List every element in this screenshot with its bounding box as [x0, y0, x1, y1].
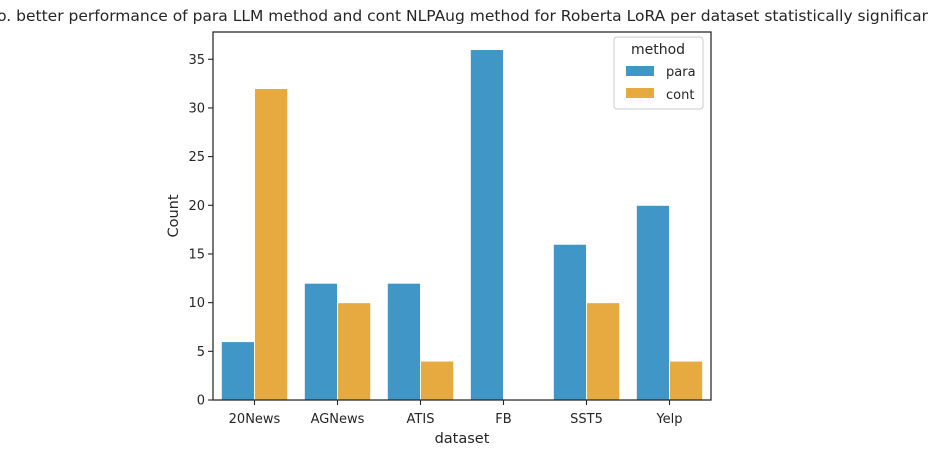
- legend-label-para: para: [666, 65, 696, 80]
- x-axis-label: dataset: [435, 431, 490, 447]
- y-tick-label: 20: [188, 199, 205, 214]
- y-tick-label: 15: [188, 247, 205, 262]
- bar-cont-agnews: [337, 302, 372, 401]
- legend: method para cont: [613, 36, 704, 110]
- y-tick-label: 30: [188, 101, 205, 116]
- bar-cont-20news: [254, 87, 289, 401]
- x-tick-label: 20News: [229, 412, 281, 427]
- legend-swatch-para: [626, 66, 654, 76]
- bar-cont-atis: [420, 360, 455, 401]
- bar-para-fb: [469, 49, 504, 401]
- bar-para-atis: [386, 282, 421, 401]
- bars-layer: [220, 49, 704, 401]
- x-tick-label: Yelp: [655, 412, 682, 427]
- x-tick-label: SST5: [570, 412, 603, 427]
- y-axis: 0 5 10 15 20 25 30 35: [188, 53, 213, 409]
- y-axis-label: Count: [166, 194, 182, 237]
- x-axis: 20News AGNews ATIS FB SST5 Yelp: [229, 400, 683, 427]
- legend-swatch-cont: [626, 88, 654, 98]
- chart-title: No. better performance of para LLM metho…: [0, 7, 928, 25]
- y-tick-label: 25: [188, 150, 205, 165]
- bar-cont-yelp: [669, 360, 704, 401]
- plot-frame: [212, 31, 712, 401]
- y-tick-label: 10: [188, 296, 205, 311]
- bar-para-yelp: [635, 204, 670, 401]
- bar-cont-sst5: [586, 302, 621, 401]
- bar-para-20news: [220, 341, 256, 401]
- y-tick-label: 0: [197, 394, 205, 409]
- bar-para-agnews: [303, 282, 338, 401]
- y-tick-label: 35: [188, 53, 205, 68]
- x-tick-label: FB: [495, 412, 511, 427]
- legend-label-cont: cont: [666, 88, 694, 103]
- legend-title: method: [631, 42, 685, 58]
- y-tick-label: 5: [197, 345, 205, 360]
- x-tick-label: ATIS: [407, 412, 435, 427]
- x-tick-label: AGNews: [311, 412, 365, 427]
- bar-para-sst5: [552, 243, 587, 401]
